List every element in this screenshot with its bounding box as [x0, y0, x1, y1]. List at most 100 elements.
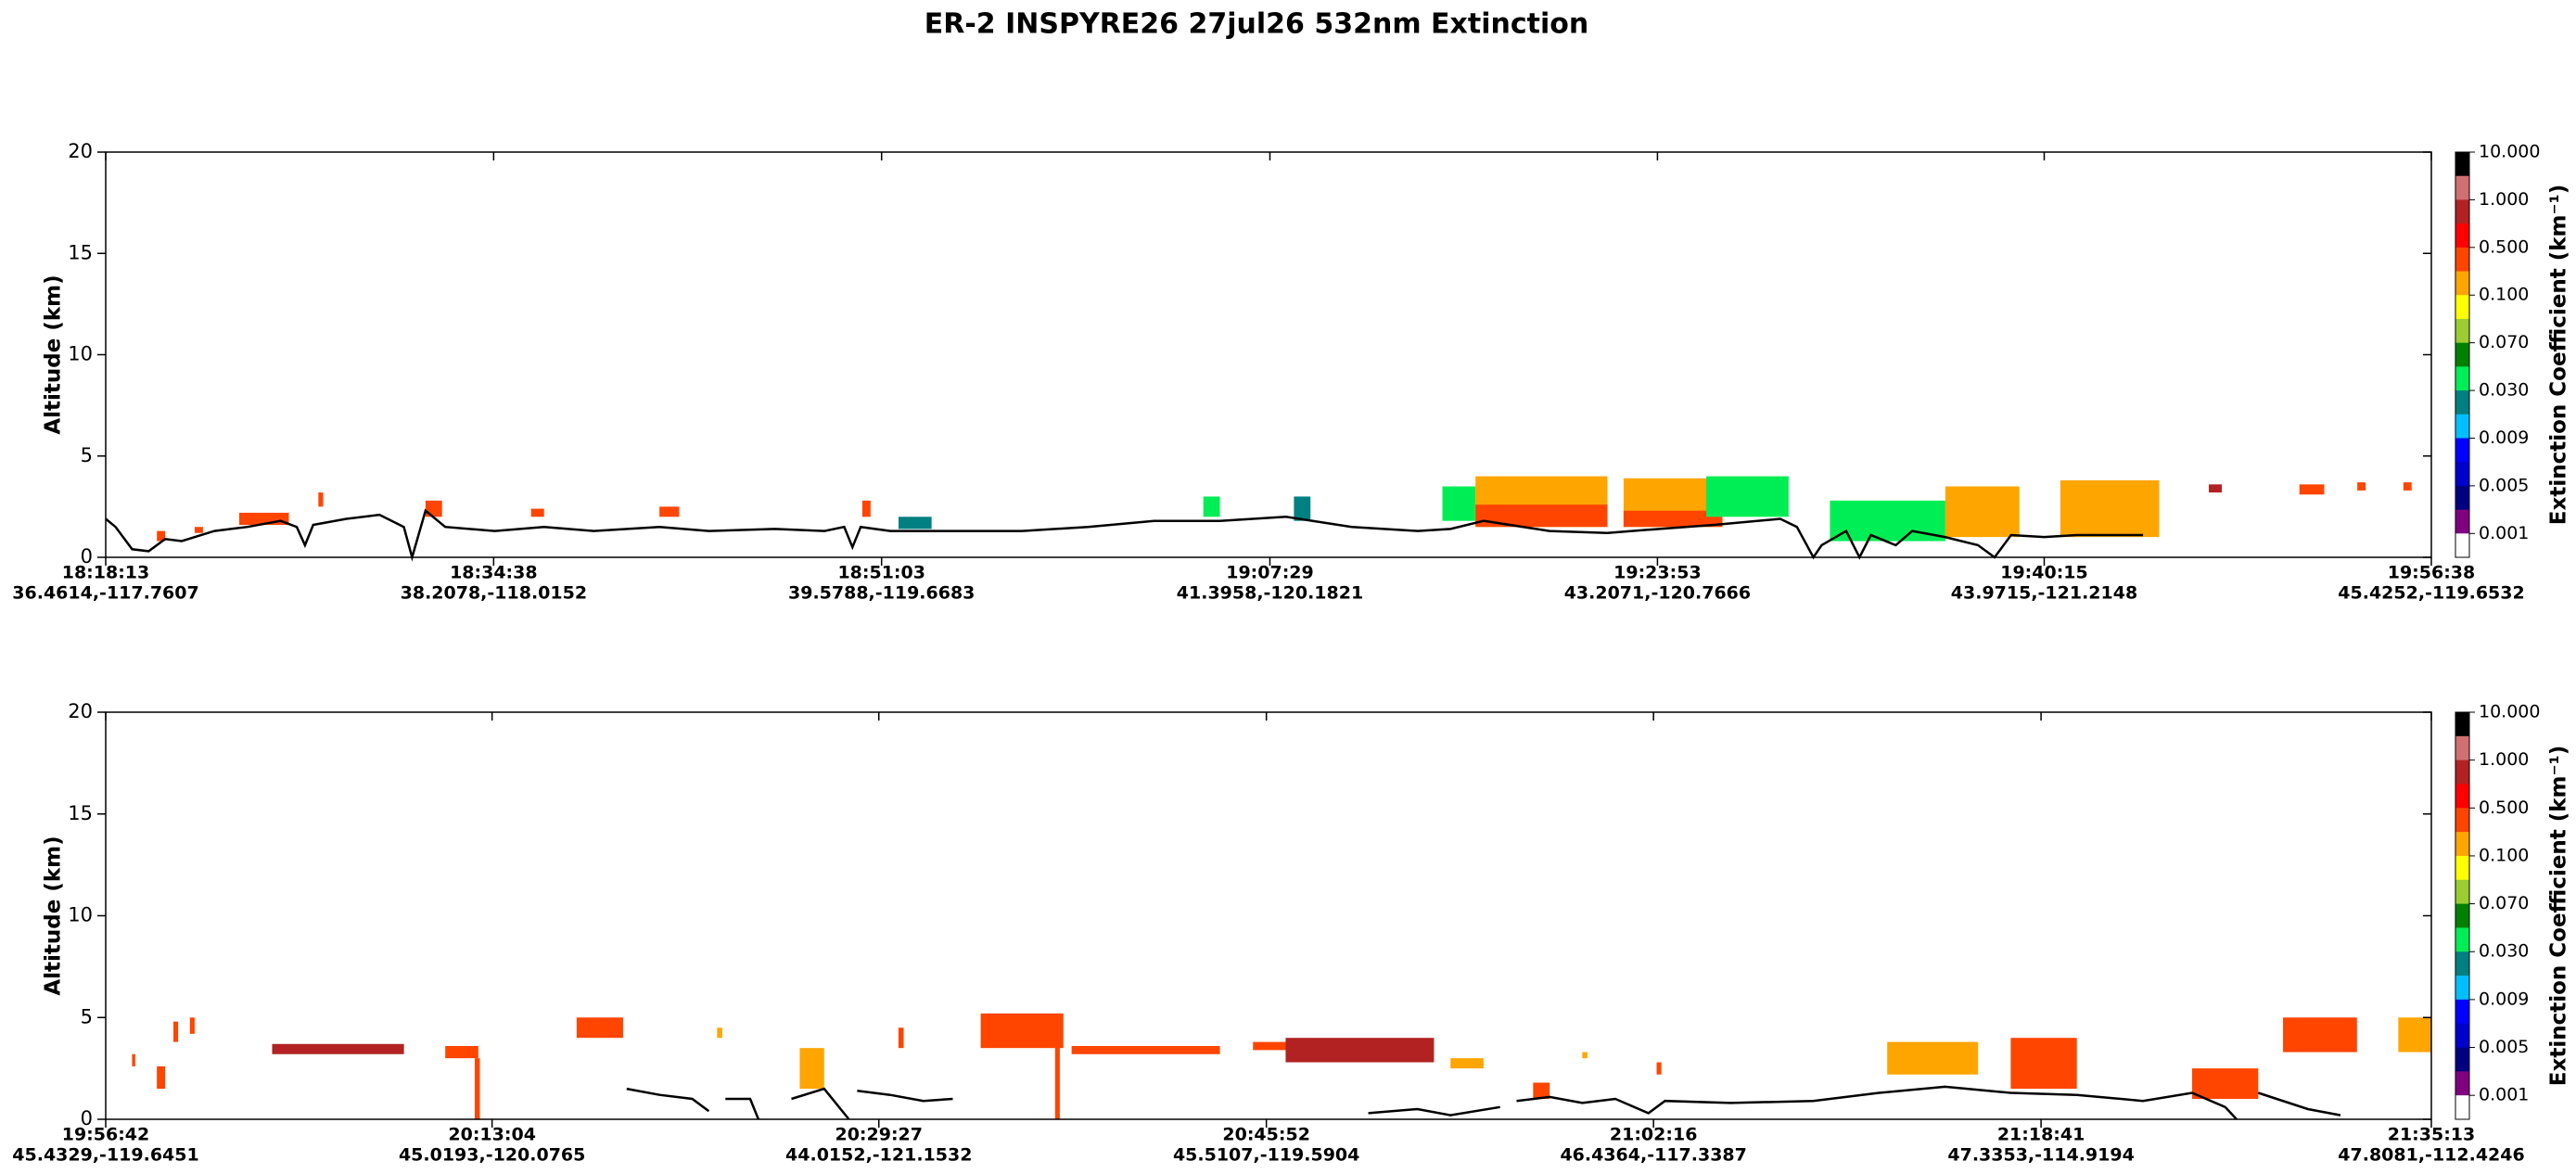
- x-tick-location: 47.8081,-112.4246: [2338, 1145, 2524, 1166]
- colorbar-segment: [2455, 462, 2469, 487]
- extinction-cell: [2192, 1068, 2259, 1100]
- x-tick-label: 19:56:38: [2388, 563, 2476, 583]
- y-tick-label: 0: [81, 1107, 93, 1129]
- extinction-cell: [1533, 1082, 1550, 1100]
- colorbar-segment: [2455, 1047, 2469, 1072]
- extinction-cell: [1706, 476, 1789, 517]
- colorbar-segment: [2455, 509, 2469, 534]
- colorbar-segment: [2455, 199, 2469, 224]
- extinction-cell: [530, 508, 544, 517]
- colorbar-tick-label: 0.500: [2479, 798, 2529, 818]
- x-tick-location: 36.4614,-117.7607: [12, 583, 198, 604]
- extinction-cell: [1945, 486, 2020, 538]
- extinction-cell: [2403, 482, 2412, 491]
- extinction-cell: [474, 1058, 480, 1119]
- x-tick-location: 44.0152,-121.1532: [785, 1145, 972, 1166]
- colorbar-segment: [2455, 414, 2469, 439]
- colorbar-segment: [2455, 438, 2469, 463]
- colorbar-tick-label: 1.000: [2479, 749, 2529, 770]
- colorbar-frame: [2455, 151, 2470, 558]
- colorbar-segment: [2455, 1071, 2469, 1096]
- x-tick-location: 47.3353,-114.9194: [1947, 1145, 2134, 1166]
- extinction-cell: [1623, 510, 1723, 528]
- colorbar-segment: [2455, 1095, 2469, 1120]
- colorbar-tick-label: 0.100: [2479, 845, 2529, 865]
- colorbar-tick-label: 0.100: [2479, 285, 2529, 305]
- colorbar-segment: [2455, 533, 2469, 558]
- colorbar-tick-label: 10.000: [2479, 142, 2540, 162]
- extinction-cell: [194, 527, 203, 533]
- colorbar-segment: [2455, 175, 2469, 200]
- colorbar-segment: [2455, 223, 2469, 249]
- extinction-cell: [1285, 1038, 1435, 1063]
- extinction-cell: [189, 1017, 195, 1034]
- extinction-cell: [132, 1053, 135, 1066]
- extinction-cell: [2010, 1038, 2077, 1090]
- extinction-cell: [318, 492, 324, 507]
- x-tick-location: 45.4329,-119.6451: [12, 1145, 198, 1166]
- colorbar-segment: [2455, 271, 2469, 296]
- colorbar-segment: [2455, 784, 2469, 809]
- surface-line: [626, 1085, 2341, 1120]
- colorbar-segment: [2455, 951, 2469, 976]
- colorbar-segment: [2455, 152, 2469, 177]
- x-tick-label: 19:23:53: [1613, 563, 1702, 583]
- x-tick-label: 19:07:29: [1226, 563, 1314, 583]
- y-tick-label: 10: [68, 904, 93, 926]
- extinction-cell: [1442, 486, 1476, 521]
- extinction-cell: [980, 1013, 1064, 1049]
- colorbar-segment: [2455, 735, 2469, 761]
- extinction-cell: [2398, 1017, 2431, 1053]
- colorbar-segment: [2455, 247, 2469, 273]
- extinction-cell: [157, 1066, 166, 1090]
- colorbar-segment: [2455, 879, 2469, 905]
- y-tick-label: 0: [81, 545, 93, 568]
- y-axis-label: Altitude (km): [42, 836, 66, 995]
- extinction-cell: [172, 1021, 179, 1042]
- colorbar-tick-label: 0.030: [2479, 941, 2529, 962]
- colorbar-tick-label: 0.009: [2479, 989, 2529, 1009]
- y-tick-label: 5: [81, 1005, 93, 1027]
- colorbar-tick-label: 10.000: [2479, 702, 2540, 722]
- colorbar-segment: [2455, 366, 2469, 391]
- colorbar-segment: [2455, 390, 2469, 415]
- y-tick-label: 15: [68, 802, 93, 824]
- x-tick-label: 21:18:41: [1997, 1125, 2085, 1145]
- colorbar-tick-label: 0.030: [2479, 380, 2529, 401]
- extinction-cell: [425, 500, 442, 517]
- colorbar-segment: [2455, 295, 2469, 320]
- extinction-cell: [2283, 1017, 2357, 1053]
- x-tick-label: 20:45:52: [1222, 1125, 1310, 1145]
- colorbar-segment: [2455, 759, 2469, 785]
- x-tick-label: 19:56:42: [62, 1125, 150, 1145]
- x-tick-label: 21:02:16: [1610, 1125, 1698, 1145]
- x-tick-location: 46.4364,-117.3387: [1560, 1145, 1746, 1166]
- x-tick-location: 45.4252,-119.6532: [2338, 583, 2524, 604]
- colorbar-label: Extinction Coefficient (km⁻¹): [2547, 746, 2571, 1086]
- extinction-cell: [1203, 496, 1220, 517]
- x-tick-label: 18:18:13: [62, 563, 150, 583]
- x-tick-label: 20:13:04: [448, 1125, 536, 1145]
- y-tick-label: 10: [68, 343, 93, 365]
- extinction-cell: [1071, 1045, 1220, 1054]
- extinction-cell: [1887, 1041, 1979, 1075]
- y-tick-label: 15: [68, 241, 93, 263]
- colorbar-segment: [2455, 808, 2469, 833]
- extinction-cell: [2209, 484, 2223, 493]
- x-tick-label: 19:40:15: [2000, 563, 2088, 583]
- extinction-cell: [799, 1048, 824, 1090]
- extinction-cell: [2357, 482, 2366, 491]
- extinction-cell: [576, 1017, 623, 1039]
- y-tick-label: 20: [68, 700, 93, 722]
- colorbar-segment: [2455, 976, 2469, 1001]
- colorbar-tick-label: 0.009: [2479, 427, 2529, 448]
- x-tick-location: 39.5788,-119.6683: [788, 583, 975, 604]
- extinction-cell: [861, 500, 871, 517]
- x-tick-location: 38.2078,-118.0152: [401, 583, 587, 604]
- colorbar-segment: [2455, 855, 2469, 881]
- extinction-cell: [1450, 1058, 1484, 1069]
- extinction-cell: [445, 1045, 478, 1059]
- colorbar-segment: [2455, 485, 2469, 511]
